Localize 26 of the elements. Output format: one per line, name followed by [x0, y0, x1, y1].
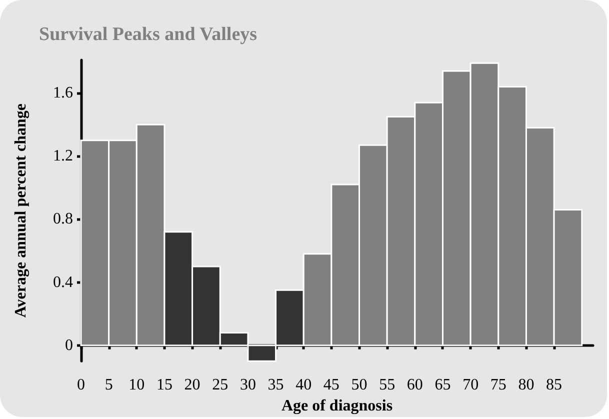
y-tick-label: 1.2 [53, 148, 73, 165]
x-tick-label: 45 [323, 376, 340, 394]
y-axis-title: Average annual percent change [12, 104, 30, 318]
x-tick-label: 60 [406, 376, 423, 394]
x-tick-label: 70 [462, 376, 479, 394]
y-tick-label: 1.6 [53, 84, 73, 102]
x-tick-label: 15 [156, 376, 172, 394]
x-tick-label: 35 [268, 376, 284, 394]
x-tick-label: 5 [104, 376, 113, 394]
y-tick-label: 0 [65, 336, 73, 354]
x-tick-label: 55 [379, 376, 396, 394]
y-tick-label: 0.4 [53, 274, 73, 291]
y-tick-label: 0.8 [53, 210, 73, 228]
x-axis-title: Age of diagnosis [281, 398, 393, 414]
x-tick-label: 0 [77, 376, 85, 394]
chart-title: Survival Peaks and Valleys [39, 24, 258, 45]
x-tick-label: 75 [490, 376, 506, 394]
x-tick-label: 65 [434, 376, 451, 394]
x-tick-label: 80 [518, 376, 534, 394]
x-tick-label: 50 [351, 376, 368, 394]
x-tick-label: 85 [546, 376, 562, 394]
x-tick-label: 20 [184, 376, 200, 394]
x-tick-label: 30 [240, 376, 256, 394]
x-tick-label: 25 [212, 376, 228, 394]
x-tick-label: 40 [296, 376, 312, 394]
x-tick-label: 10 [128, 376, 145, 394]
